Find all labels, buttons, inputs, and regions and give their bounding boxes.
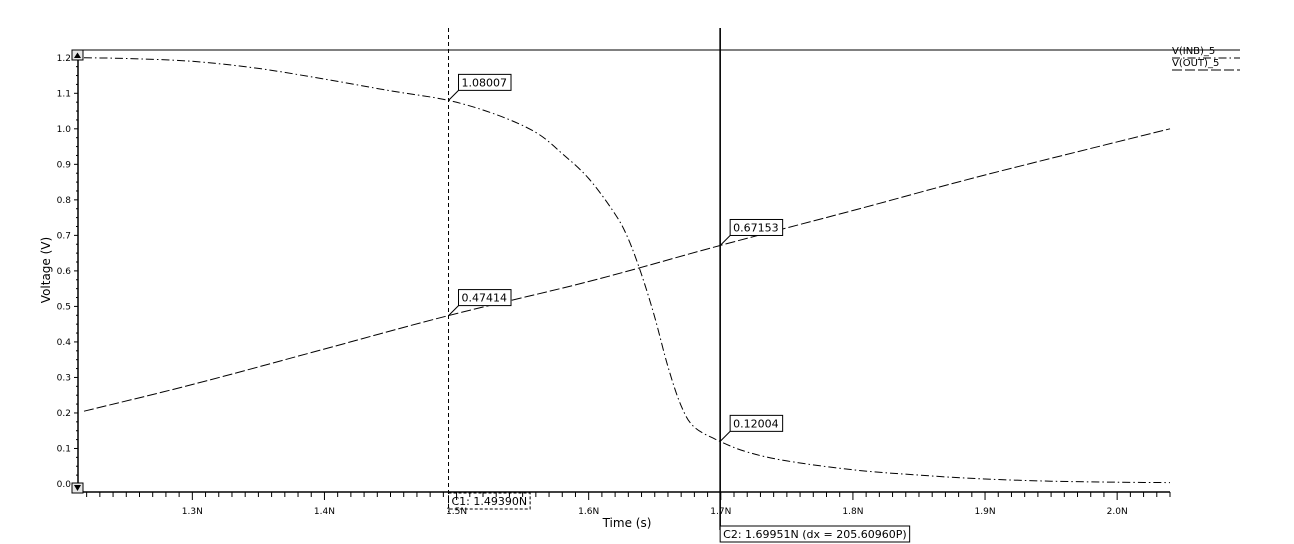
callout-text: 1.08007 xyxy=(462,76,508,89)
y-tick-label: 0.5 xyxy=(57,302,71,312)
x-tick-label: 1.6N xyxy=(578,507,599,517)
y-tick-label: 0.1 xyxy=(57,444,71,454)
triangle-up-icon xyxy=(74,52,81,58)
y-tick-label: 0.4 xyxy=(57,338,72,348)
cursor-label-box xyxy=(719,525,911,543)
callout-text: 0.47414 xyxy=(462,292,508,305)
y-tick-label: 1.0 xyxy=(57,125,72,135)
x-tick-label: 1.3N xyxy=(182,507,203,517)
legend-item[interactable]: V(OUT)_5 xyxy=(1172,58,1240,71)
series-line-v-inb-5 xyxy=(83,57,1171,484)
triangle-down-icon xyxy=(74,485,81,491)
value-callout[interactable]: 0.12004 xyxy=(719,414,784,442)
y-tick-label: 0.7 xyxy=(57,231,71,241)
series-line-v-out-5 xyxy=(83,128,1171,412)
value-callout[interactable]: 0.67153 xyxy=(719,218,784,246)
y-tick-label: 0.6 xyxy=(57,267,72,277)
callout-leader xyxy=(448,305,459,316)
legend-label: V(INB)_5 xyxy=(1172,46,1215,57)
x-tick-label: 1.8N xyxy=(842,507,863,517)
callout-leader xyxy=(719,235,731,246)
y-tick-label: 0.8 xyxy=(57,196,72,206)
cursor-label-c1[interactable]: C1: 1.49390N xyxy=(448,492,531,510)
callout-box xyxy=(729,218,784,236)
cursor-label-box xyxy=(448,492,531,510)
legend-label: V(OUT)_5 xyxy=(1172,58,1219,69)
cursor-label-text: C2: 1.69951N (dx = 205.60960P) xyxy=(723,528,907,541)
cursor-label-text: C1: 1.49390N xyxy=(452,495,528,508)
x-tick-label: 1.4N xyxy=(314,507,335,517)
callout-box xyxy=(458,73,512,91)
y-tick-label: 0.2 xyxy=(57,409,71,419)
y-scroll-up-button[interactable] xyxy=(71,49,84,61)
y-tick-label: 0.0 xyxy=(57,480,72,490)
x-tick-label: 2.0N xyxy=(1107,507,1128,517)
callout-text: 0.12004 xyxy=(733,417,779,430)
y-tick-label: 0.9 xyxy=(57,160,72,170)
callout-box xyxy=(458,289,512,307)
cursor-label-c2[interactable]: C2: 1.69951N (dx = 205.60960P) xyxy=(719,525,911,543)
callout-leader xyxy=(448,90,459,101)
x-axis-title: Time (s) xyxy=(602,516,652,530)
callout-leader xyxy=(719,431,731,442)
y-tick-label: 0.3 xyxy=(57,373,71,383)
y-tick-label: 1.2 xyxy=(57,54,71,64)
x-tick-label: 1.5N xyxy=(446,507,467,517)
y-scroll-down-button[interactable] xyxy=(71,482,84,494)
x-tick-label: 1.9N xyxy=(975,507,996,517)
callout-box xyxy=(729,414,784,432)
legend-item[interactable]: V(INB)_5 xyxy=(1172,46,1240,59)
callout-text: 0.67153 xyxy=(733,221,779,234)
value-callout[interactable]: 0.47414 xyxy=(448,289,512,316)
value-callout[interactable]: 1.08007 xyxy=(448,73,512,101)
y-tick-label: 1.1 xyxy=(57,89,71,99)
y-axis-title: Voltage (V) xyxy=(39,237,53,303)
